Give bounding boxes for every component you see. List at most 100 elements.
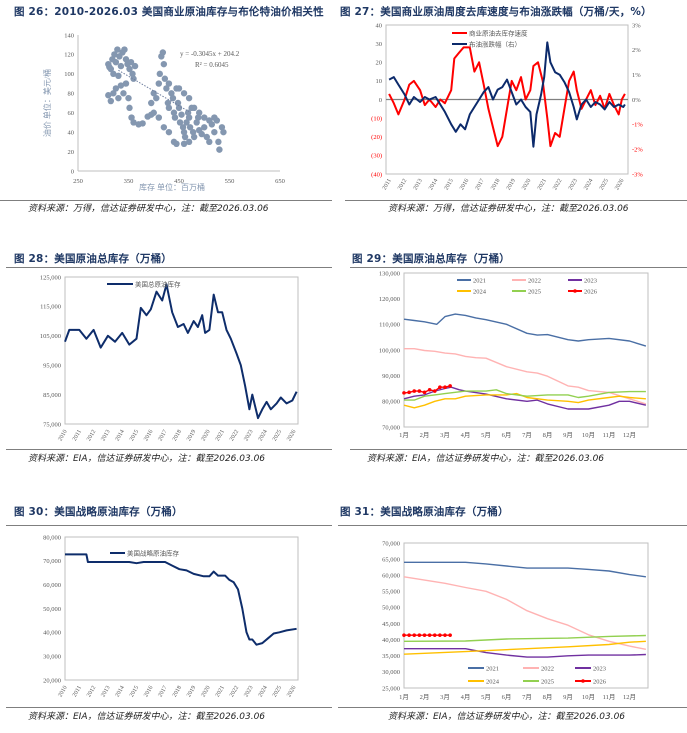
series-line-商业原油去库存速度 [388,46,626,148]
figure-27-line-chart: 40 30 20 10 0 (10) (20) (30) (40) 3% 2% 1% 0% -1% -2% -… [371,22,643,191]
y-tick-label: (10) [371,115,382,122]
series-marker [443,633,447,637]
x-tick-label: 11月 [603,431,616,439]
y2-tick-label: 0% [632,97,641,104]
x-tick-label: 2月 [420,693,430,701]
x-tick-label: 2016 [143,429,154,442]
series-line-2025 [403,634,646,642]
y-tick-label: (20) [371,134,382,141]
x-tick-label: 2018 [490,178,501,191]
y-tick-label: 30 [376,41,383,48]
figure-26-source: 资料来源：万得，信达证券研发中心，注：截至2026.03.06 [28,204,269,214]
scatter-point [196,109,203,116]
x-tick-label: 2025 [272,429,283,442]
x-tick-label: 250 [73,178,83,185]
y2-tick-label: 1% [632,72,641,79]
figure-29-line-chart: 130,000 120,000 110,000 100,000 90,000 80,000… [379,270,649,439]
x-tick-label: 7月 [522,431,532,439]
scatter-point [203,133,210,141]
scatter-point [216,146,223,153]
x-tick-label: 2014 [115,429,126,442]
series-line-美国战略原油库存 [65,553,297,646]
y-tick-label: (30) [371,153,382,160]
x-tick-label: 2019 [506,178,517,191]
legend-label: 2023 [584,277,597,284]
scatter-point [190,104,198,112]
y-tick-label: 30,000 [382,669,400,676]
y-tick-label: 80,000 [382,399,400,406]
legend-label: 2021 [473,277,486,284]
figure-26-title: 图 26：2010-2026.03 美国商业原油库存与布伦特油价相关性 [14,6,324,18]
x-tick-label: 2021 [215,429,226,442]
y-tick-label: 20 [376,60,383,67]
x-tick-label: 550 [225,178,235,185]
scatter-point [114,46,121,53]
scatter-point [155,114,162,121]
x-tick-label: 2017 [158,685,169,698]
scatter-point [139,120,146,127]
scatter-point [179,124,187,131]
x-tick-label: 2016 [143,685,154,698]
scatter-point [107,97,115,105]
x-tick-label: 12月 [623,693,636,701]
y-tick-label: 80 [68,91,75,98]
x-tick-label: 650 [275,178,285,185]
legend-label: 2022 [541,665,554,672]
legend-label: 2024 [473,288,487,295]
scatter-point [181,133,189,141]
x-tick-label: 2010 [58,429,69,442]
scatter-point [184,109,192,116]
x-tick-label: 2020 [521,178,532,191]
y-tick-label: 70,000 [382,540,400,547]
y-tick-label: 10 [376,78,383,85]
scatter-point [180,128,188,136]
scatter-point [165,128,173,136]
scatter-point [183,119,190,126]
divider [0,200,332,201]
figure-27-source: 资料来源：万得，信达证券研发中心，注：截至2026.03.06 [388,204,629,214]
series-marker [448,384,452,388]
series-line-2021 [404,561,646,578]
legend-label: 商业原油去库存速度 [469,28,528,37]
scatter-point [211,128,218,136]
x-tick-label: 2013 [413,178,424,191]
x-tick-label: 4月 [461,693,471,701]
y-tick-label: 85,000 [43,392,61,399]
x-tick-label: 2018 [172,685,183,698]
y-tick-label: 25,000 [382,685,400,692]
divider [6,525,332,526]
scatter-point [194,114,202,121]
figure-26-scatter-chart: 0 20 40 60 80 100 120 140 250 350 450 550 650 库存 单位：百… [42,32,285,192]
scatter-point [215,138,222,146]
x-tick-label: 2026 [286,685,297,698]
y-tick-label: 65,000 [382,556,400,563]
x-tick-label: 2022 [229,429,240,442]
series-marker [402,391,406,395]
figure-31-source: 资料来源：EIA，信达证券研发中心，注：截至2026.03.06 [388,712,626,722]
scatter-point [189,128,197,136]
scatter-point [105,92,112,99]
scatter-point [211,114,218,121]
scatter-point [122,80,130,87]
series-line-2022 [404,348,647,405]
y-tick-label: 20 [68,149,75,156]
series-line-2024 [403,640,646,655]
scatter-point [129,70,136,78]
series-marker [417,633,422,637]
y2-tick-label: -1% [632,122,643,129]
series-marker [443,385,447,390]
y-tick-label: 70,000 [43,558,61,565]
plot-area-border [64,276,299,425]
x-tick-label: 2019 [186,429,197,442]
x-tick-label: 2020 [200,429,211,442]
series-line-2024 [403,392,646,409]
x-tick-label: 2018 [172,429,183,442]
legend-label: 2026 [584,288,598,295]
x-tick-label: 2024 [583,178,594,191]
legend-label: 2026 [593,678,607,685]
x-tick-label: 5月 [481,431,491,439]
series-line-2026 [403,385,451,394]
scatter-point [153,94,160,102]
series-marker [427,633,432,637]
